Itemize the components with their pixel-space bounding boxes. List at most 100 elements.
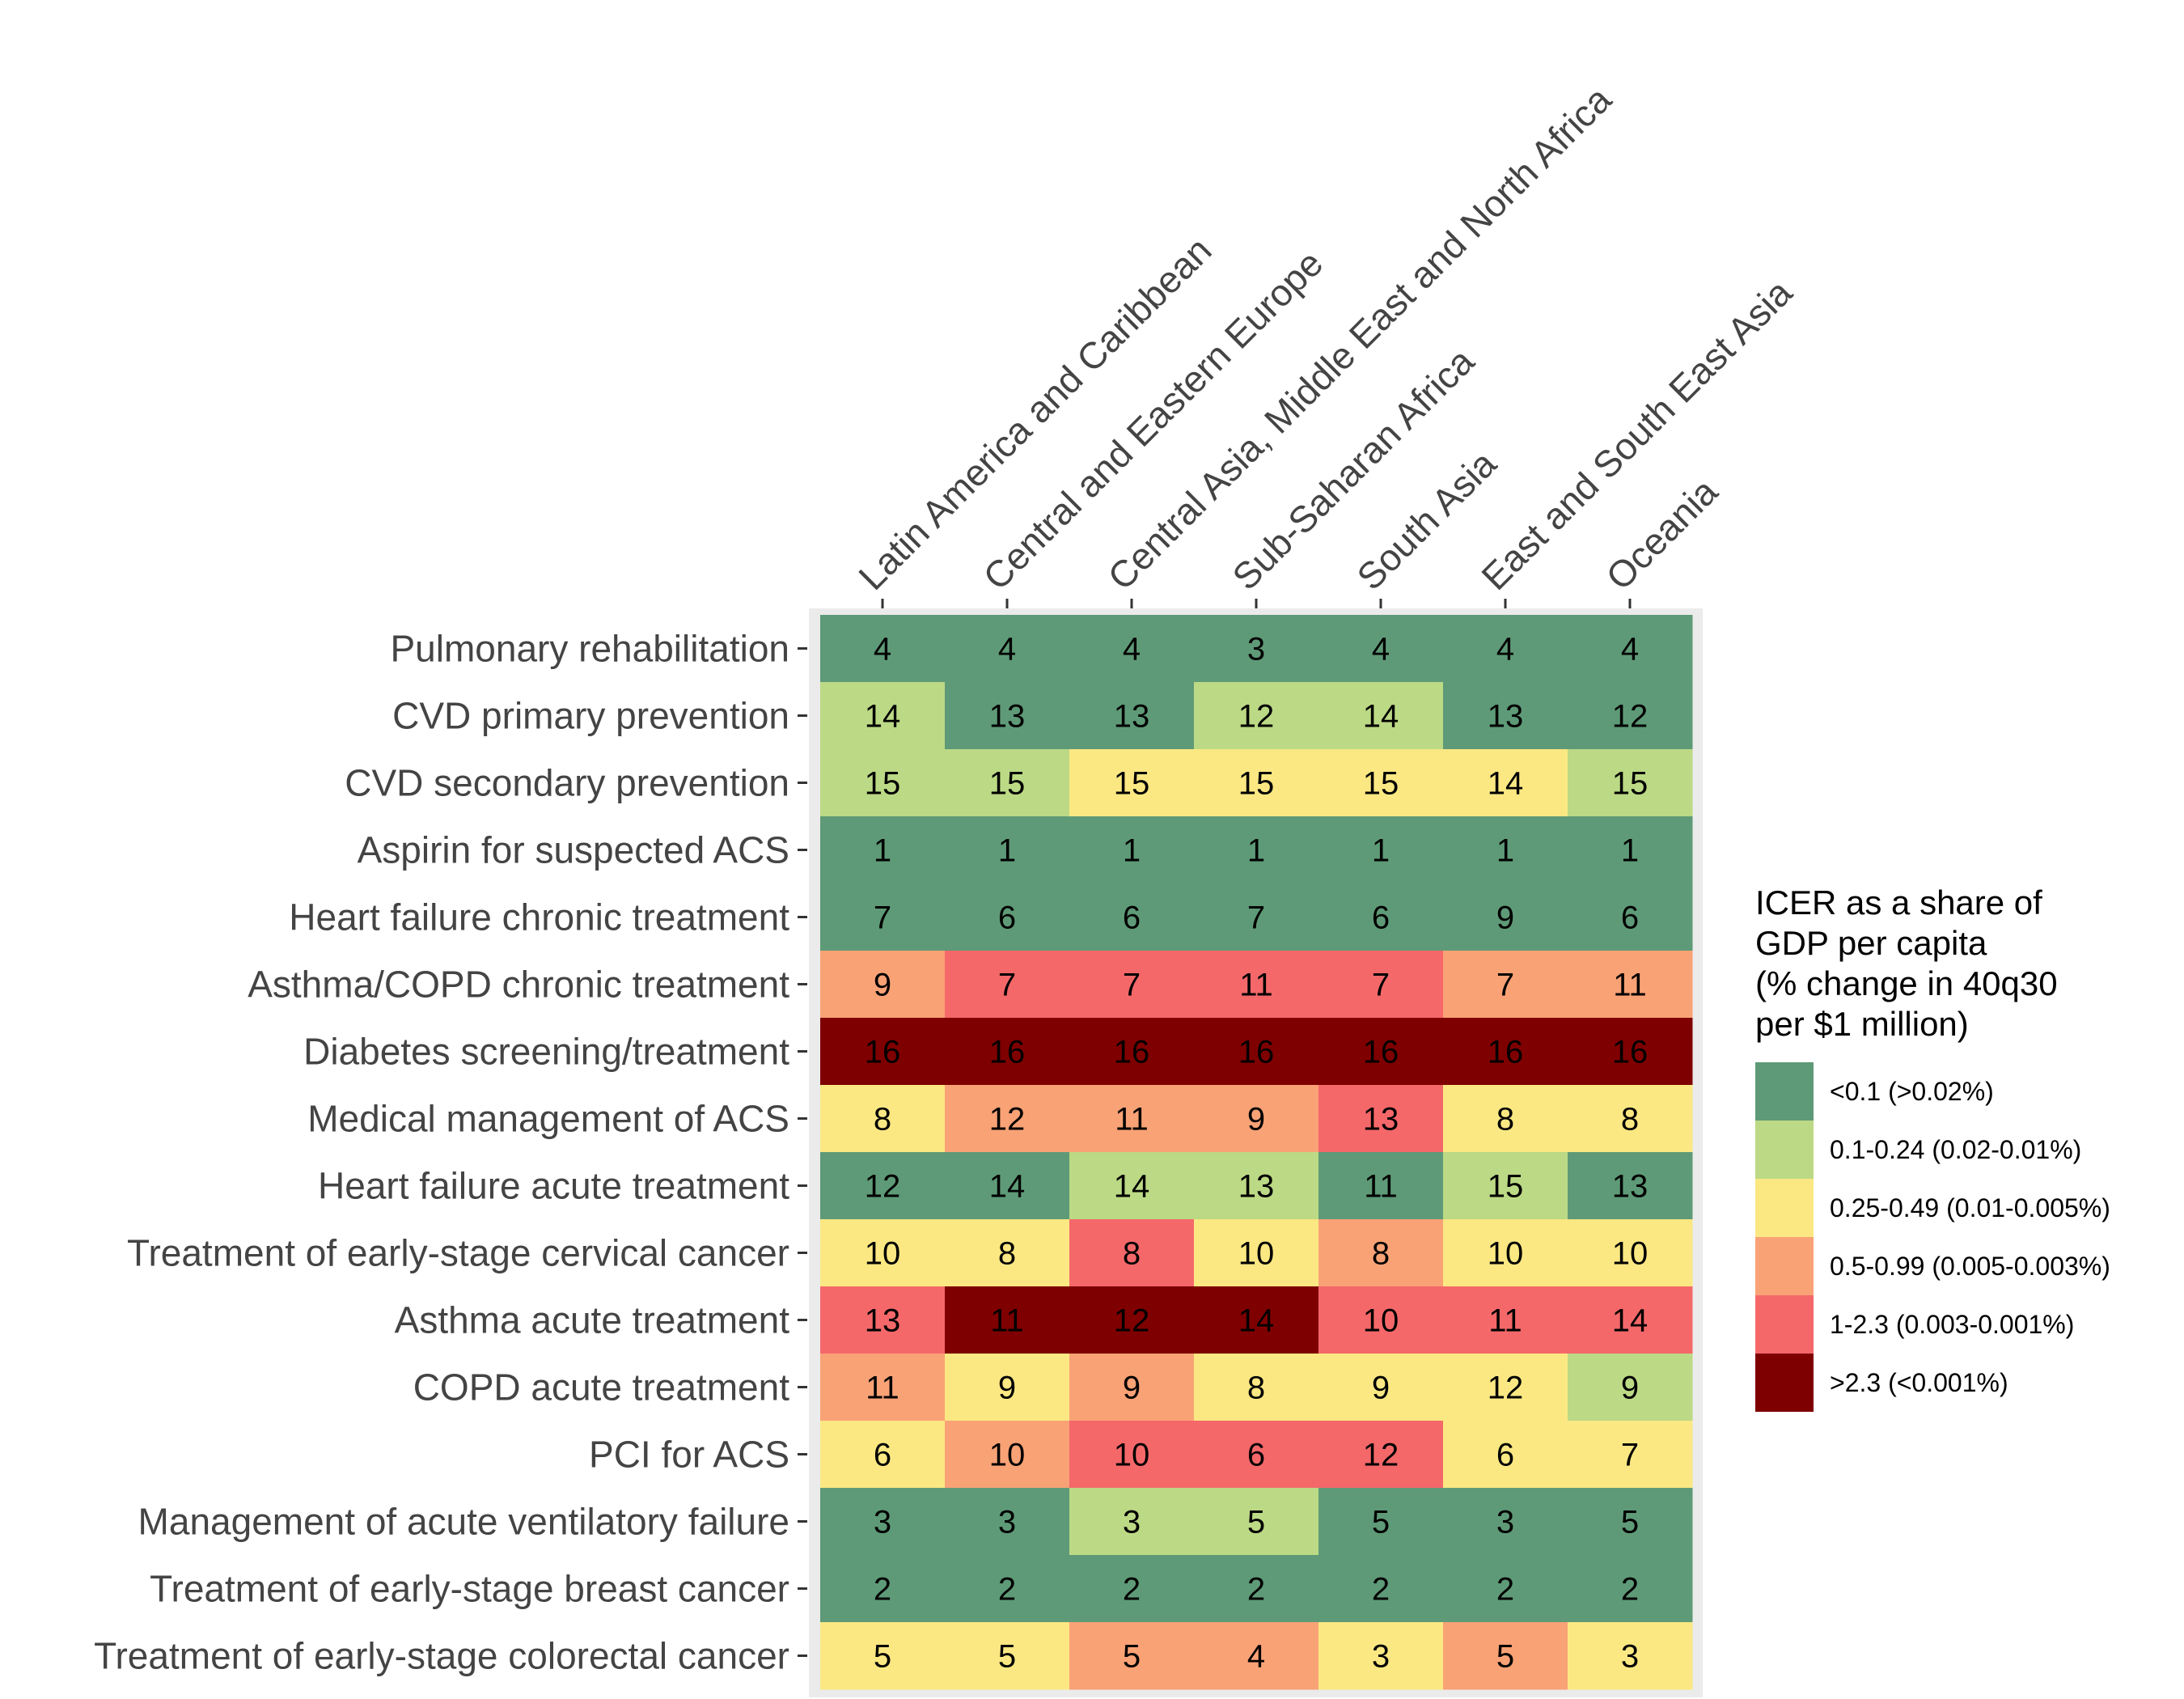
heatmap-cell: [1568, 1555, 1693, 1623]
cell-value-label: 12: [865, 1169, 901, 1205]
cell-value-label: 10: [1238, 1236, 1275, 1272]
heatmap-cell: [820, 1354, 946, 1421]
cell-value-label: 14: [1238, 1303, 1275, 1339]
row-label: Treatment of early-stage colorectal canc…: [94, 1635, 789, 1677]
cell-value-label: 3: [1621, 1639, 1639, 1675]
heatmap-cell: [945, 816, 1070, 884]
cell-value-label: 12: [989, 1102, 1026, 1138]
column-label: Sub-Saharan Africa: [1224, 340, 1482, 598]
cell-value-label: 13: [1612, 1169, 1649, 1205]
heatmap-cell: [1568, 749, 1693, 817]
heatmap-cell: [820, 749, 946, 817]
heatmap-cell: [1194, 1286, 1319, 1354]
cell-value-label: 3: [1247, 632, 1265, 667]
heatmap-cell: [1568, 1018, 1693, 1086]
row-label: Asthma/COPD chronic treatment: [248, 964, 789, 1006]
cell-value-label: 11: [1613, 968, 1647, 1003]
cell-value-label: 16: [1488, 1035, 1524, 1070]
heatmap-cell: [1318, 1622, 1444, 1690]
heatmap-cell: [1443, 1622, 1568, 1690]
heatmap-cell: [1194, 951, 1319, 1019]
heatmap-cell: [1069, 1555, 1195, 1623]
legend-title-line: per $1 million): [1755, 1005, 1969, 1043]
cell-value-label: 2: [874, 1572, 891, 1608]
heatmap-cell: [1568, 816, 1693, 884]
cell-value-label: 13: [989, 699, 1026, 735]
cell-value-label: 15: [1114, 766, 1150, 802]
heatmap-cell: [1069, 816, 1195, 884]
cell-value-label: 3: [1372, 1639, 1390, 1675]
heatmap-cell: [1194, 1152, 1319, 1220]
heatmap-cell: [820, 1421, 946, 1489]
cell-value-label: 7: [1621, 1438, 1639, 1473]
heatmap-cell: [820, 1622, 946, 1690]
cell-value-label: 5: [1372, 1505, 1390, 1540]
heatmap-cell: [1194, 1219, 1319, 1287]
heatmap-cell: [820, 816, 946, 884]
row-label: CVD primary prevention: [392, 695, 789, 737]
heatmap-cell: [1318, 883, 1444, 951]
column-label: Oceania: [1598, 470, 1725, 598]
cell-value-label: 2: [1621, 1572, 1639, 1608]
heatmap-cell: [1194, 1354, 1319, 1421]
legend-entry-label: 0.5-0.99 (0.005-0.003%): [1830, 1252, 2110, 1281]
heatmap-cell: [820, 1488, 946, 1556]
cell-value-label: 11: [866, 1371, 899, 1406]
row-label: Management of acute ventilatory failure: [138, 1501, 789, 1543]
cell-value-label: 10: [989, 1438, 1026, 1473]
cell-value-label: 14: [1114, 1169, 1150, 1205]
heatmap-cell: [1568, 883, 1693, 951]
legend-swatch: [1755, 1062, 1814, 1121]
cell-value-label: 7: [1372, 968, 1390, 1003]
cell-value-label: 16: [1612, 1035, 1649, 1070]
cell-value-label: 12: [1363, 1438, 1399, 1473]
cell-value-label: 3: [1496, 1505, 1514, 1540]
heatmap-cell: [1318, 1421, 1444, 1489]
cell-value-label: 5: [1123, 1639, 1141, 1675]
row-label: Pulmonary rehabilitation: [391, 628, 790, 670]
legend-swatch: [1755, 1354, 1814, 1412]
cell-value-label: 4: [1496, 632, 1514, 667]
heatmap-cell: [1568, 1622, 1693, 1690]
heatmap-cell: [820, 1555, 946, 1623]
heatmap-cell: [1443, 1018, 1568, 1086]
cell-value-label: 16: [1114, 1035, 1150, 1070]
heatmap-cell: [1194, 749, 1319, 817]
heatmap-cell: [1568, 1354, 1693, 1421]
heatmap-cell: [1443, 883, 1568, 951]
legend-entry-label: 1-2.3 (0.003-0.001%): [1830, 1310, 2074, 1339]
legend-entry-label: >2.3 (<0.001%): [1830, 1368, 2008, 1397]
heatmap-cell: [945, 1555, 1070, 1623]
heatmap-cell: [1318, 749, 1444, 817]
cell-value-label: 5: [1247, 1505, 1265, 1540]
heatmap-cell: [945, 1286, 1070, 1354]
cell-value-label: 15: [1238, 766, 1275, 802]
cell-value-label: 13: [865, 1303, 901, 1339]
cell-value-label: 1: [1372, 833, 1390, 869]
heatmap-cell: [1069, 1354, 1195, 1421]
cell-value-label: 4: [874, 632, 891, 667]
cell-value-label: 2: [1496, 1572, 1514, 1608]
cell-value-label: 1: [1621, 833, 1639, 869]
heatmap-cell: [1069, 1488, 1195, 1556]
cell-value-label: 2: [1123, 1572, 1141, 1608]
cell-value-label: 13: [1488, 699, 1524, 735]
row-label: Diabetes screening/treatment: [303, 1031, 789, 1073]
heatmap-cell: [1568, 615, 1693, 683]
heatmap-cell: [945, 1018, 1070, 1086]
cell-value-label: 9: [1372, 1371, 1390, 1406]
heatmap-cell: [1069, 749, 1195, 817]
cell-value-label: 8: [1123, 1236, 1141, 1272]
heatmap-cell: [1318, 1555, 1444, 1623]
cell-value-label: 6: [1621, 900, 1639, 936]
cell-value-label: 5: [1496, 1639, 1514, 1675]
heatmap-cell: [1318, 816, 1444, 884]
heatmap-cell: [1443, 749, 1568, 817]
cell-value-label: 12: [1612, 699, 1649, 735]
cell-value-label: 9: [874, 968, 891, 1003]
heatmap-cell: [1069, 1219, 1195, 1287]
heatmap-cell: [820, 682, 946, 750]
cell-value-label: 4: [1247, 1639, 1265, 1675]
cell-value-label: 1: [1123, 833, 1141, 869]
cell-value-label: 5: [874, 1639, 891, 1675]
